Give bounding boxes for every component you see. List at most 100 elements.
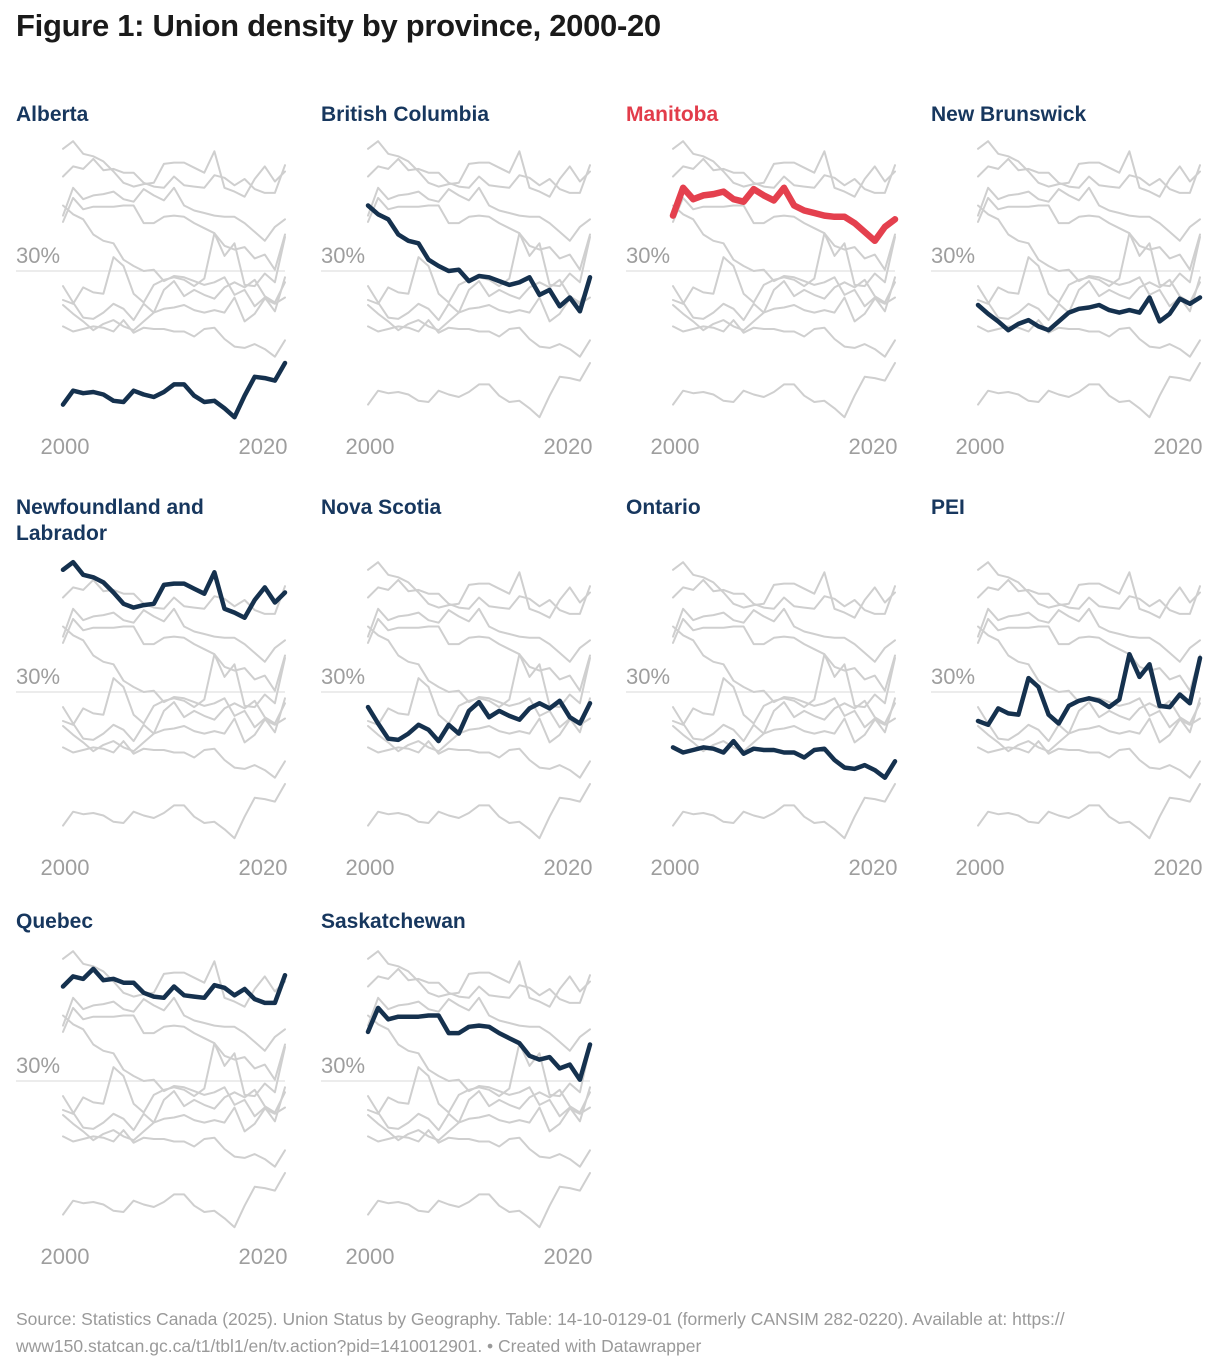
context-line-british-columbia <box>672 625 896 734</box>
panel-chart: 30% 2000 2020 <box>931 140 1203 459</box>
x-axis-tick-label: 2020 <box>239 1244 288 1269</box>
panel-chart: 30% 2000 2020 <box>626 561 897 880</box>
context-line-quebec <box>367 578 591 615</box>
context-line-british-columbia <box>62 1014 286 1123</box>
context-line-british-columbia <box>62 625 286 734</box>
context-line-quebec <box>62 157 286 194</box>
panel-chart: 30% 2000 2020 <box>16 950 288 1269</box>
x-axis-tick-label: 2020 <box>1154 855 1203 880</box>
panel-title: Manitoba <box>626 103 719 126</box>
context-line-newfoundland-and-labrador <box>367 950 591 1008</box>
panel-chart: 30% 2000 2020 <box>931 561 1203 880</box>
context-line-newfoundland-and-labrador <box>977 561 1201 619</box>
x-axis-tick-label: 2000 <box>956 855 1005 880</box>
context-line-british-columbia <box>977 204 1201 313</box>
panel-title: PEI <box>931 496 965 519</box>
context-line-manitoba <box>367 996 591 1052</box>
context-line-pei <box>367 1042 591 1115</box>
chart-panel: PEI 30% 2000 2020 <box>931 488 1207 894</box>
context-line-ontario <box>977 740 1201 779</box>
context-line-saskatchewan <box>62 617 286 692</box>
context-line-alberta <box>977 783 1201 840</box>
x-axis-tick-label: 2000 <box>41 1244 90 1269</box>
panel-title: Saskatchewan <box>321 910 466 933</box>
gridline-label: 30% <box>16 1053 60 1078</box>
gridline-label: 30% <box>16 664 60 689</box>
context-line-saskatchewan <box>367 617 591 692</box>
x-axis-tick-label: 2020 <box>1154 434 1203 459</box>
context-line-saskatchewan <box>977 196 1201 271</box>
context-line-quebec <box>977 578 1201 615</box>
context-line-manitoba <box>367 607 591 663</box>
x-axis-tick-label: 2000 <box>651 855 700 880</box>
context-line-newfoundland-and-labrador <box>977 140 1201 198</box>
x-axis-tick-label: 2020 <box>239 434 288 459</box>
context-line-alberta <box>672 362 896 419</box>
context-line-saskatchewan <box>62 196 286 271</box>
highlight-line <box>365 698 593 744</box>
context-line-british-columbia <box>367 625 591 734</box>
gridline-label: 30% <box>16 243 60 268</box>
x-axis-tick-label: 2000 <box>346 1244 395 1269</box>
context-line-manitoba <box>62 186 286 242</box>
context-line-ontario <box>367 740 591 779</box>
context-line-saskatchewan <box>672 617 896 692</box>
context-line-manitoba <box>62 996 286 1052</box>
context-line-quebec <box>672 157 896 194</box>
gridline-label: 30% <box>931 243 975 268</box>
panel-chart: 30% 2000 2020 <box>16 559 287 880</box>
gridline-label: 30% <box>626 243 670 268</box>
chart-panel: British Columbia 30% 2000 2020 <box>321 95 597 473</box>
context-line-ontario <box>62 740 286 779</box>
context-line-new-brunswick <box>62 1106 286 1142</box>
highlight-line <box>975 651 1203 728</box>
chart-panel: Quebec 30% 2000 2020 <box>16 902 292 1283</box>
context-line-quebec <box>62 578 286 615</box>
context-line-newfoundland-and-labrador <box>367 140 591 198</box>
context-line-new-brunswick <box>367 296 591 332</box>
chart-panel: Ontario 30% 2000 2020 <box>626 488 902 894</box>
panel-title: New Brunswick <box>931 103 1087 126</box>
panel-title: British Columbia <box>321 103 490 126</box>
context-line-new-brunswick <box>977 717 1201 753</box>
gridline-label: 30% <box>321 1053 365 1078</box>
context-line-new-brunswick <box>367 717 591 753</box>
gridline-label: 30% <box>321 664 365 689</box>
highlight-line <box>60 360 288 420</box>
x-axis-tick-label: 2000 <box>346 855 395 880</box>
highlight-line <box>975 295 1203 333</box>
panel-chart: 30% 2000 2020 <box>321 561 593 880</box>
context-line-pei <box>62 1042 286 1115</box>
context-line-ontario <box>62 1129 286 1168</box>
context-line-quebec <box>672 578 896 615</box>
context-line-manitoba <box>367 186 591 242</box>
panel-title: Alberta <box>16 103 89 126</box>
context-line-alberta <box>62 783 286 840</box>
context-line-newfoundland-and-labrador <box>672 140 896 198</box>
context-line-saskatchewan <box>62 1006 286 1081</box>
chart-panel: Saskatchewan 30% 2000 2020 <box>321 902 597 1283</box>
context-line-newfoundland-and-labrador <box>672 561 896 619</box>
context-line-ontario <box>62 319 286 358</box>
context-line-manitoba <box>977 186 1201 242</box>
context-line-alberta <box>367 1172 591 1229</box>
gridline-label: 30% <box>626 664 670 689</box>
chart-panel: Manitoba 30% 2000 2020 <box>626 95 902 473</box>
context-line-quebec <box>367 967 591 1004</box>
context-line-manitoba <box>977 607 1201 663</box>
panel-title: Quebec <box>16 910 94 933</box>
context-line-pei <box>672 232 896 305</box>
context-line-pei <box>977 232 1201 305</box>
context-line-pei <box>672 653 896 726</box>
context-line-british-columbia <box>62 204 286 313</box>
context-line-quebec <box>977 157 1201 194</box>
panel-chart: 30% 2000 2020 <box>321 140 592 459</box>
x-axis-tick-label: 2000 <box>41 434 90 459</box>
highlight-line <box>669 184 899 245</box>
context-line-saskatchewan <box>367 196 591 271</box>
context-line-ontario <box>672 319 896 358</box>
x-axis-tick-label: 2000 <box>346 434 395 459</box>
context-line-saskatchewan <box>977 617 1201 692</box>
context-line-british-columbia <box>977 625 1201 734</box>
